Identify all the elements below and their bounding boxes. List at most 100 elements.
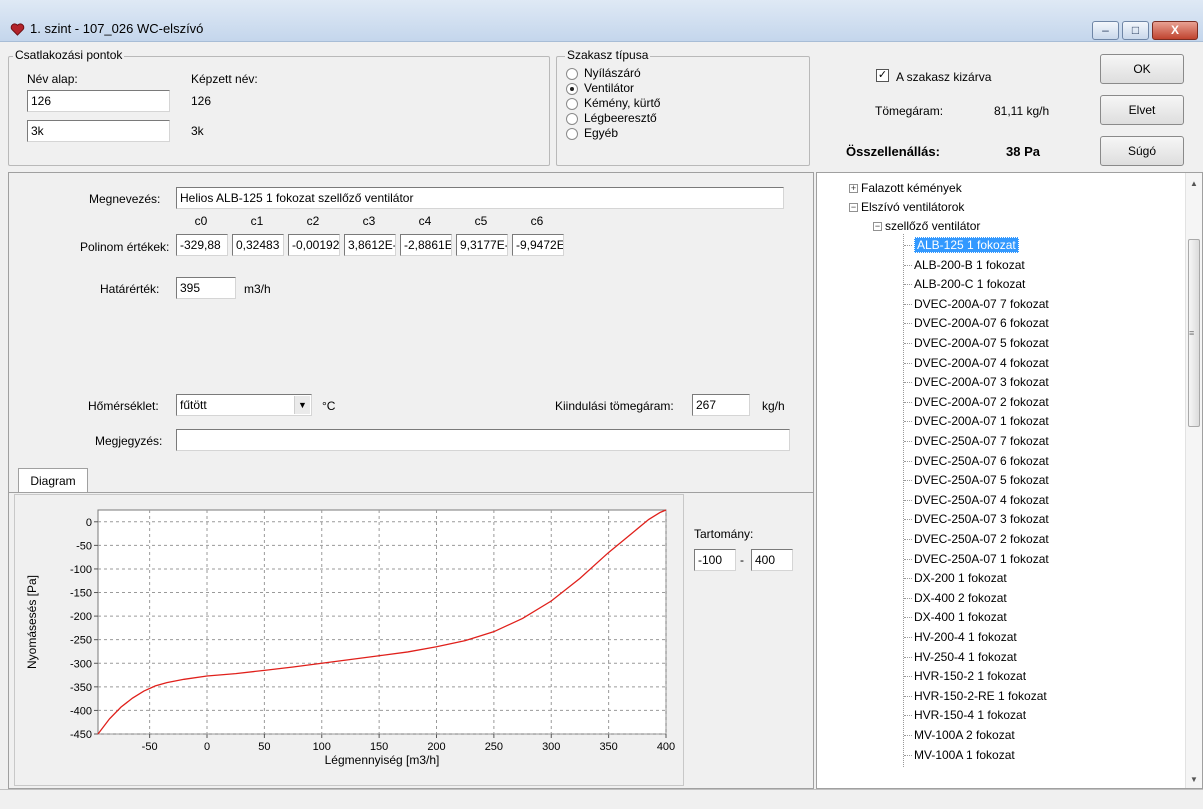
tree-connector: [904, 499, 912, 501]
radio-button[interactable]: [566, 98, 578, 110]
y-tick-label: -350: [70, 682, 92, 694]
ok-button[interactable]: OK: [1100, 54, 1184, 84]
tree-item-fan-label: ALB-200-B 1 fokozat: [914, 257, 1025, 272]
coefficient-input[interactable]: 3,8612E-: [344, 234, 396, 256]
tree-item-fan[interactable]: HVR-150-2-RE 1 fokozat: [914, 687, 1047, 705]
coefficient-input[interactable]: -2,8861E: [400, 234, 452, 256]
section-type-option[interactable]: Ventilátor: [566, 81, 766, 96]
cancel-button[interactable]: Elvet: [1100, 95, 1184, 125]
device-tree[interactable]: ▲ ≡ ▼ + Falazott kémények − Elszívó ventilá…: [816, 172, 1203, 789]
tree-item-fan-label: DVEC-250A-07 5 fokozat: [914, 473, 1049, 488]
formed-name-value-2: 3k: [191, 124, 204, 138]
tab-diagram[interactable]: Diagram: [18, 468, 88, 493]
tree-item-fan[interactable]: DVEC-250A-07 3 fokozat: [914, 510, 1049, 528]
help-button[interactable]: Súgó: [1100, 136, 1184, 166]
radio-button[interactable]: [566, 68, 578, 80]
tree-item-fan[interactable]: DVEC-250A-07 4 fokozat: [914, 491, 1049, 509]
tree-item-fan[interactable]: HV-200-4 1 fokozat: [914, 628, 1017, 646]
tree-item-fan[interactable]: DVEC-200A-07 2 fokozat: [914, 393, 1049, 411]
temperature-label: Hőmérséklet:: [88, 399, 159, 413]
x-tick-label: 200: [427, 741, 445, 753]
tree-item-fan[interactable]: DX-400 1 fokozat: [914, 608, 1007, 626]
exclude-checkbox[interactable]: ✓: [876, 69, 889, 82]
section-type-option[interactable]: Egyéb: [566, 126, 766, 141]
tree-node-exhaust-fans-label: Elszívó ventilátorok: [861, 200, 965, 214]
tree-item-fan-label: DVEC-200A-07 5 fokozat: [914, 336, 1049, 350]
section-type-option-label: Kémény, kürtő: [584, 96, 661, 110]
tree-item-fan[interactable]: HV-250-4 1 fokozat: [914, 648, 1017, 666]
tree-item-fan[interactable]: DVEC-200A-07 4 fokozat: [914, 354, 1049, 372]
tree-item-fan[interactable]: DVEC-200A-07 6 fokozat: [914, 314, 1049, 332]
tree-item-fan-label: HVR-150-2 1 fokozat: [914, 669, 1027, 684]
tree-item-fan[interactable]: MV-100A 2 fokozat: [914, 726, 1015, 744]
note-input[interactable]: [176, 429, 790, 451]
note-label: Megjegyzés:: [95, 434, 163, 448]
radio-button[interactable]: [566, 83, 578, 95]
tree-item-fan[interactable]: DVEC-250A-07 7 fokozat: [914, 432, 1049, 450]
tree-item-fan-label: DX-200 1 fokozat: [914, 571, 1007, 586]
tree-item-fan[interactable]: DVEC-250A-07 5 fokozat: [914, 471, 1049, 489]
tree-item-fan[interactable]: ALB-200-B 1 fokozat: [914, 256, 1025, 274]
tree-item-fan[interactable]: DVEC-250A-07 2 fokozat: [914, 530, 1049, 548]
range-from-input[interactable]: -100: [694, 549, 736, 571]
tree-item-fan[interactable]: DVEC-250A-07 1 fokozat: [914, 550, 1049, 568]
tree-item-fan[interactable]: MV-100A 1 fokozat: [914, 746, 1015, 764]
tree-node-exhaust-fans[interactable]: Elszívó ventilátorok: [861, 198, 964, 216]
y-tick-label: -300: [70, 658, 92, 670]
start-flow-input[interactable]: 267: [692, 394, 750, 416]
tree-item-fan[interactable]: DVEC-200A-07 1 fokozat: [914, 412, 1049, 430]
close-button[interactable]: X: [1152, 21, 1198, 40]
maximize-button[interactable]: □: [1122, 21, 1149, 40]
start-flow-label: Kiindulási tömegáram:: [555, 399, 674, 413]
limit-input[interactable]: 395: [176, 277, 236, 299]
section-type-option[interactable]: Kémény, kürtő: [566, 96, 766, 111]
tree-item-fan[interactable]: DVEC-250A-07 6 fokozat: [914, 452, 1049, 470]
section-type-option[interactable]: Légbeeresztő: [566, 111, 766, 126]
tree-item-fan[interactable]: DX-200 1 fokozat: [914, 569, 1007, 587]
coefficient-input[interactable]: -9,9472E: [512, 234, 564, 256]
coefficient-input[interactable]: -329,88: [176, 234, 228, 256]
tree-item-fan[interactable]: DVEC-200A-07 3 fokozat: [914, 373, 1049, 391]
y-tick-label: -250: [70, 635, 92, 647]
name-input[interactable]: Helios ALB-125 1 fokozat szellőző ventil…: [176, 187, 784, 209]
coefficient-header: c5: [474, 214, 488, 228]
tree-item-fan-label: MV-100A 1 fokozat: [914, 747, 1015, 762]
tree-node-chimneys[interactable]: Falazott kémények: [861, 179, 962, 197]
coefficient-input[interactable]: 9,3177E-: [456, 234, 508, 256]
collapse-icon[interactable]: −: [873, 221, 882, 231]
tree-item-fan[interactable]: DVEC-200A-07 5 fokozat: [914, 334, 1049, 352]
tree-item-fan[interactable]: DVEC-200A-07 7 fokozat: [914, 295, 1049, 313]
chevron-down-icon[interactable]: ▼: [294, 396, 310, 414]
radio-button[interactable]: [566, 128, 578, 140]
mass-flow-value: 81,11 kg/h: [994, 104, 1050, 118]
minimize-button[interactable]: –: [1092, 21, 1119, 40]
title-bar[interactable]: 1. szint - 107_026 WC-elszívó – □ X: [0, 0, 1203, 42]
tree-connector: [904, 539, 912, 540]
expand-icon[interactable]: +: [849, 183, 858, 193]
collapse-icon[interactable]: −: [849, 202, 858, 212]
tree-item-fan[interactable]: ALB-125 1 fokozat: [914, 236, 1019, 254]
section-type-option-label: Egyéb: [584, 126, 619, 140]
temperature-select[interactable]: fűtött ▼: [176, 394, 312, 416]
radio-button[interactable]: [566, 113, 578, 125]
scroll-up-icon[interactable]: ▲: [1190, 179, 1198, 188]
coefficient-input[interactable]: 0,32483: [232, 234, 284, 256]
tree-item-fan[interactable]: DX-400 2 fokozat: [914, 589, 1007, 607]
tree-node-ventilation-fan[interactable]: szellőző ventilátor: [885, 217, 980, 235]
pressure-flow-chart: -50 0 50 100 150 200 250 300 350 400 0 -50 -100 -150 -…: [25, 509, 675, 767]
tree-item-fan[interactable]: HVR-150-4 1 fokozat: [914, 706, 1026, 724]
tree-item-fan[interactable]: HVR-150-2 1 fokozat: [914, 667, 1026, 685]
y-tick-label: -50: [76, 540, 92, 552]
tree-scrollbar[interactable]: ▲ ≡ ▼: [1185, 173, 1202, 788]
tree-item-fan[interactable]: ALB-200-C 1 fokozat: [914, 275, 1025, 293]
range-to-input[interactable]: 400: [751, 549, 793, 571]
diagram-tab-content: [8, 492, 814, 789]
coefficient-input[interactable]: -0,00192: [288, 234, 340, 256]
base-name-input-1[interactable]: 126: [27, 90, 170, 112]
base-name-input-2[interactable]: 3k: [27, 120, 170, 142]
status-bar: [0, 789, 1203, 809]
section-type-option[interactable]: Nyílászáró: [566, 66, 766, 81]
scrollbar-thumb[interactable]: [1188, 239, 1200, 427]
tree-node-chimneys-label: Falazott kémények: [861, 181, 962, 195]
scroll-down-icon[interactable]: ▼: [1190, 775, 1198, 784]
